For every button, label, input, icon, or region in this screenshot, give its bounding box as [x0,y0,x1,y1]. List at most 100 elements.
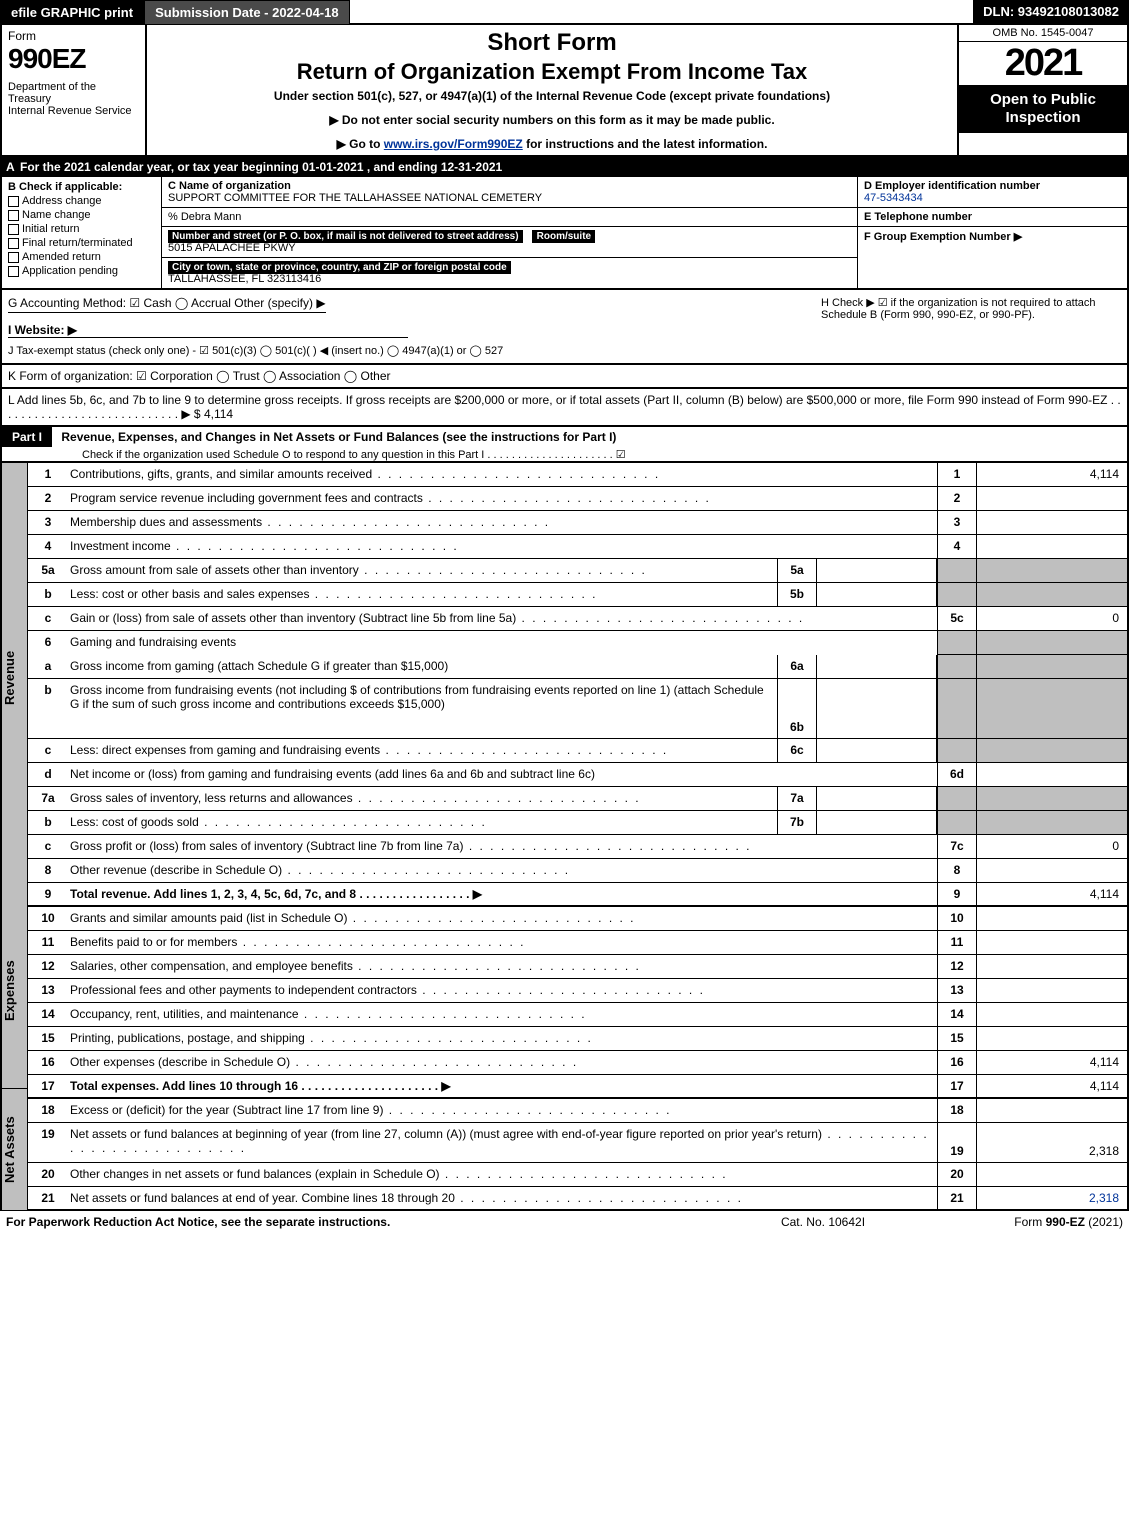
org-name-row: C Name of organization SUPPORT COMMITTEE… [162,177,857,208]
line-8: 8 Other revenue (describe in Schedule O)… [28,859,1127,883]
line-5b: b Less: cost or other basis and sales ex… [28,583,1127,607]
form-header: Form 990EZ Department of the Treasury In… [0,25,1129,157]
info-block: B Check if applicable: Address change Na… [0,177,1129,290]
page-footer: For Paperwork Reduction Act Notice, see … [0,1211,1129,1233]
row-l: L Add lines 5b, 6c, and 7b to line 9 to … [0,389,1129,427]
org-name-value: SUPPORT COMMITTEE FOR THE TALLAHASSEE NA… [168,192,542,204]
section-b: B Check if applicable: Address change Na… [2,177,162,288]
line-21: 21 Net assets or fund balances at end of… [28,1187,1127,1211]
row-h: H Check ▶ ☑ if the organization is not r… [821,296,1121,357]
department-label: Department of the Treasury Internal Reve… [8,81,139,117]
section-b-title: B Check if applicable: [8,181,155,193]
street-value: 5015 APALACHEE PKWY [168,242,296,254]
part1-title: Revenue, Expenses, and Changes in Net As… [55,426,622,448]
check-final-return[interactable]: Final return/terminated [8,237,155,249]
tel-label: E Telephone number [864,211,1121,223]
paperwork-notice: For Paperwork Reduction Act Notice, see … [6,1215,723,1229]
line-6c: c Less: direct expenses from gaming and … [28,739,1127,763]
line-5c: c Gain or (loss) from sale of assets oth… [28,607,1127,631]
street-row: Number and street (or P. O. box, if mail… [162,227,857,258]
group-exemption-label: F Group Exemption Number ▶ [864,230,1121,243]
line-7b: b Less: cost of goods sold 7b [28,811,1127,835]
line-1: 1 Contributions, gifts, grants, and simi… [28,463,1127,487]
cat-number: Cat. No. 10642I [723,1215,923,1229]
row-i: I Website: ▶ [8,323,408,338]
check-application-pending[interactable]: Application pending [8,265,155,277]
form-word: Form [8,29,139,43]
ssn-warning: ▶ Do not enter social security numbers o… [157,113,947,127]
line-3: 3 Membership dues and assessments 3 [28,511,1127,535]
row-a-label: A [6,160,20,174]
care-of-row: % Debra Mann [162,208,857,227]
goto-instructions: ▶ Go to www.irs.gov/Form990EZ for instru… [157,137,947,151]
return-title: Return of Organization Exempt From Incom… [157,59,947,85]
part1-sub: Check if the organization used Schedule … [2,449,626,461]
vtab-expenses: Expenses [2,893,28,1089]
vtab-net-assets: Net Assets [2,1089,28,1211]
line-19: 19 Net assets or fund balances at beginn… [28,1123,1127,1163]
line-14: 14 Occupancy, rent, utilities, and maint… [28,1003,1127,1027]
line-20: 20 Other changes in net assets or fund b… [28,1163,1127,1187]
line-4: 4 Investment income 4 [28,535,1127,559]
ein-value: 47-5343434 [864,192,1121,204]
line-17: 17 Total expenses. Add lines 10 through … [28,1075,1127,1099]
row-k: K Form of organization: ☑ Corporation ◯ … [0,365,1129,389]
submission-date-button[interactable]: Submission Date - 2022-04-18 [144,0,350,25]
part1-grid: Revenue Expenses Net Assets 1 Contributi… [0,463,1129,1211]
form-number: 990EZ [8,43,139,75]
line-6b: b Gross income from fundraising events (… [28,679,1127,739]
header-left: Form 990EZ Department of the Treasury In… [2,25,147,155]
care-of-value: % Debra Mann [168,211,241,223]
check-initial-return[interactable]: Initial return [8,223,155,235]
ein-label: D Employer identification number [864,180,1121,192]
efile-print-button[interactable]: efile GRAPHIC print [0,0,144,25]
line-9: 9 Total revenue. Add lines 1, 2, 3, 4, 5… [28,883,1127,907]
section-d: D Employer identification number 47-5343… [858,177,1127,208]
line-11: 11 Benefits paid to or for members 11 [28,931,1127,955]
under-section-text: Under section 501(c), 527, or 4947(a)(1)… [157,89,947,103]
topbar-spacer [350,0,974,25]
section-f: F Group Exemption Number ▶ [858,227,1127,246]
section-e: E Telephone number [858,208,1127,227]
line-6: 6 Gaming and fundraising events [28,631,1127,655]
omb-number: OMB No. 1545-0047 [959,25,1127,42]
line-18: 18 Excess or (deficit) for the year (Sub… [28,1099,1127,1123]
line-6a: a Gross income from gaming (attach Sched… [28,655,1127,679]
line-7a: 7a Gross sales of inventory, less return… [28,787,1127,811]
top-bar: efile GRAPHIC print Submission Date - 20… [0,0,1129,25]
part1-label: Part I [2,427,52,447]
row-a: A For the 2021 calendar year, or tax yea… [0,157,1129,177]
room-label: Room/suite [532,230,595,243]
header-center: Short Form Return of Organization Exempt… [147,25,957,155]
line-12: 12 Salaries, other compensation, and emp… [28,955,1127,979]
city-row: City or town, state or province, country… [162,258,857,288]
city-value: TALLAHASSEE, FL 323113416 [168,273,321,285]
row-j: J Tax-exempt status (check only one) - ☑… [8,344,821,357]
open-to-public: Open to Public Inspection [959,85,1127,133]
line-5a: 5a Gross amount from sale of assets othe… [28,559,1127,583]
dln-label: DLN: 93492108013082 [973,0,1129,25]
short-form-title: Short Form [157,29,947,57]
check-name-change[interactable]: Name change [8,209,155,221]
part1-header: Part I Revenue, Expenses, and Changes in… [0,427,1129,463]
tax-year: 2021 [959,42,1127,85]
line-2: 2 Program service revenue including gove… [28,487,1127,511]
line-13: 13 Professional fees and other payments … [28,979,1127,1003]
section-c: C Name of organization SUPPORT COMMITTEE… [162,177,857,288]
check-address-change[interactable]: Address change [8,195,155,207]
check-amended-return[interactable]: Amended return [8,251,155,263]
row-a-text: For the 2021 calendar year, or tax year … [20,160,502,174]
form-footer-label: Form 990-EZ (2021) [923,1215,1123,1229]
vtab-revenue: Revenue [2,463,28,893]
line-7c: c Gross profit or (loss) from sales of i… [28,835,1127,859]
org-name-label: C Name of organization [168,180,291,192]
line-6d: d Net income or (loss) from gaming and f… [28,763,1127,787]
row-g: G Accounting Method: ☑ Cash ◯ Accrual Ot… [8,296,326,313]
line-16: 16 Other expenses (describe in Schedule … [28,1051,1127,1075]
line-15: 15 Printing, publications, postage, and … [28,1027,1127,1051]
row-ghij: G Accounting Method: ☑ Cash ◯ Accrual Ot… [0,290,1129,365]
line-10: 10 Grants and similar amounts paid (list… [28,907,1127,931]
header-right: OMB No. 1545-0047 2021 Open to Public In… [957,25,1127,155]
section-def: D Employer identification number 47-5343… [857,177,1127,288]
irs-link[interactable]: www.irs.gov/Form990EZ [384,137,523,151]
